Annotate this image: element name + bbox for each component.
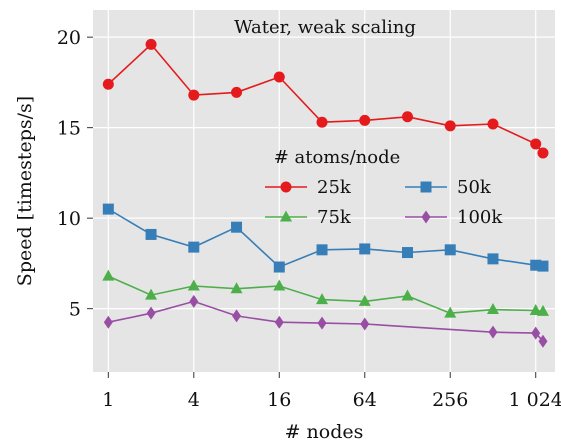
series-line <box>107 275 544 315</box>
y-tick-label: 5 <box>69 299 81 321</box>
data-point <box>188 89 200 101</box>
data-point <box>316 293 329 305</box>
data-point <box>145 228 157 240</box>
x-tick-label: 64 <box>353 389 377 411</box>
data-point <box>531 326 541 340</box>
data-point <box>189 294 199 308</box>
legend: # atoms/node 25k 50k 75k 100k <box>265 147 503 228</box>
data-point <box>102 78 114 90</box>
data-point <box>530 259 542 271</box>
legend-label: 50k <box>457 177 492 198</box>
y-tick-label: 15 <box>57 118 81 140</box>
data-point <box>102 203 114 215</box>
legend-marker <box>420 181 432 193</box>
legend-label: 75k <box>317 207 352 228</box>
data-point <box>538 334 548 348</box>
y-tick-label: 20 <box>57 27 81 49</box>
y-axis-ticks: 5 10 15 20 <box>57 27 93 321</box>
data-point <box>488 325 498 339</box>
data-point <box>316 244 328 256</box>
series-25k <box>102 38 549 159</box>
data-point <box>359 114 371 126</box>
data-point <box>316 116 328 128</box>
x-tick-label: 4 <box>188 389 200 411</box>
legend-item-50k: 50k <box>405 177 492 198</box>
chart-title: Water, weak scaling <box>234 17 416 38</box>
series-50k <box>102 203 549 273</box>
data-point <box>146 306 156 320</box>
data-point <box>444 244 456 256</box>
series-layer <box>102 38 549 348</box>
data-point <box>145 38 157 50</box>
data-point <box>401 289 414 301</box>
data-point <box>359 243 371 255</box>
data-point <box>444 306 457 318</box>
x-axis-label: # nodes <box>285 421 364 443</box>
x-tick-label: 16 <box>267 389 291 411</box>
data-point <box>187 279 200 291</box>
data-point <box>444 120 456 132</box>
data-point <box>102 269 115 281</box>
data-point <box>537 260 549 272</box>
data-point <box>230 282 243 294</box>
data-point <box>232 309 242 323</box>
data-point <box>103 315 113 329</box>
data-point <box>487 118 499 130</box>
series-100k <box>103 294 548 348</box>
data-point <box>487 253 499 265</box>
data-point <box>317 316 327 330</box>
data-point <box>537 147 549 159</box>
data-point <box>358 294 371 306</box>
series-line <box>107 208 544 268</box>
legend-item-25k: 25k <box>265 177 352 198</box>
legend-label: 100k <box>457 207 503 228</box>
legend-marker <box>280 181 292 193</box>
series-line <box>107 43 544 154</box>
data-point <box>486 303 499 315</box>
legend-item-100k: 100k <box>405 207 503 228</box>
data-point <box>274 315 284 329</box>
data-point <box>273 279 286 291</box>
x-tick-label: 1 024 <box>509 389 561 411</box>
y-axis-label: Speed [timesteps/s] <box>14 96 36 286</box>
data-point <box>529 303 542 315</box>
plot-background <box>93 10 555 372</box>
legend-title: # atoms/node <box>274 147 401 168</box>
series-75k <box>102 269 549 318</box>
data-point <box>401 247 413 259</box>
legend-label: 25k <box>317 177 352 198</box>
x-tick-label: 256 <box>432 389 468 411</box>
legend-item-75k: 75k <box>265 207 352 228</box>
data-point <box>530 138 542 150</box>
grid <box>93 10 555 372</box>
x-tick-label: 1 <box>102 389 114 411</box>
legend-marker <box>280 210 292 222</box>
series-line <box>108 300 544 342</box>
data-point <box>231 221 243 233</box>
data-point <box>273 71 285 83</box>
y-tick-label: 10 <box>57 208 81 230</box>
legend-marker <box>421 210 431 224</box>
data-point <box>145 288 158 300</box>
data-point <box>231 86 243 98</box>
data-point <box>536 304 549 316</box>
data-point <box>273 261 285 273</box>
x-axis-ticks: 1 4 16 64 256 1 024 <box>102 372 561 411</box>
data-point <box>401 111 413 123</box>
data-point <box>360 317 370 331</box>
data-point <box>188 241 200 253</box>
